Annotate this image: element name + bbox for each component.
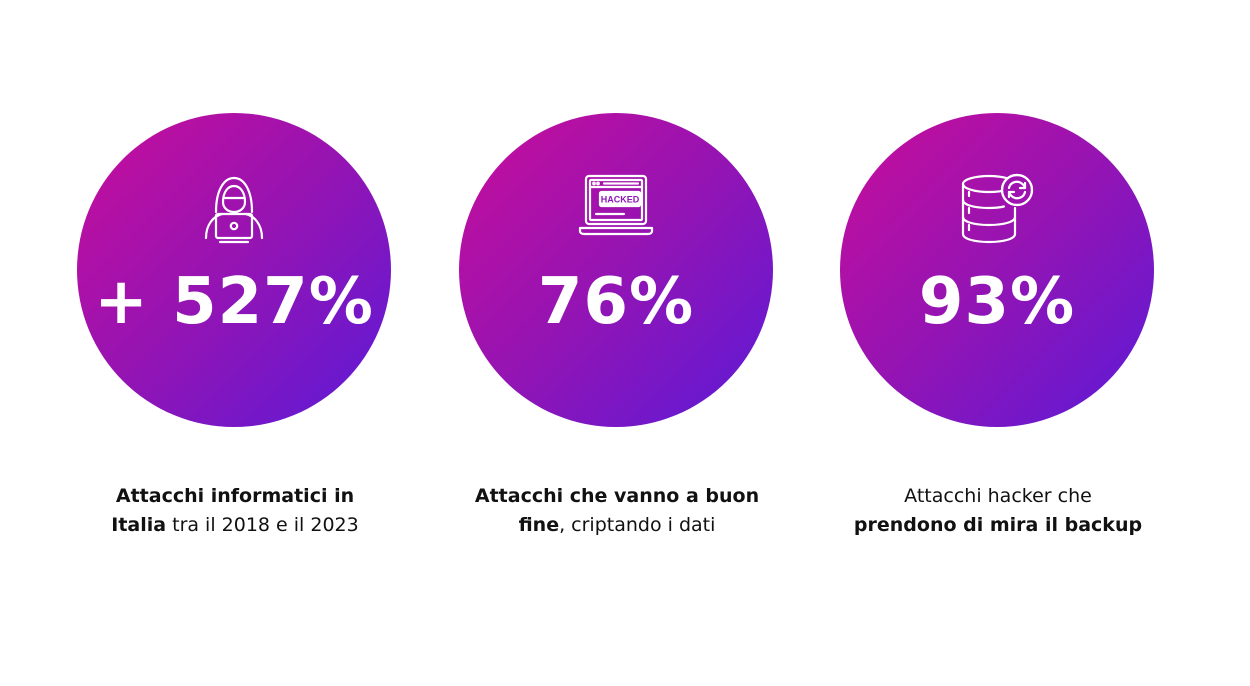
stat-caption: Attacchi che vanno a buon fine, criptand…	[427, 482, 807, 540]
caption-bold: fine	[518, 514, 560, 536]
caption-bold: Italia	[111, 514, 167, 536]
caption-bold: Attacchi che vanno a buon	[474, 485, 760, 507]
stat-circle: + 527%	[77, 113, 391, 427]
hacker-icon	[194, 168, 274, 248]
caption-line-1: Attacchi informatici in	[45, 482, 425, 511]
caption-bold: prendono di mira il backup	[853, 514, 1143, 536]
stat-card-attacks-italy: + 527% Attacchi informatici in Italia tr…	[45, 0, 425, 686]
stat-value: 76%	[537, 265, 695, 339]
caption-text: , criptando i dati	[559, 514, 716, 536]
caption-text: Attacchi hacker che	[904, 485, 1092, 507]
caption-line-1: Attacchi che vanno a buon	[427, 482, 807, 511]
database-sync-icon	[957, 168, 1037, 248]
caption-line-2: prendono di mira il backup	[808, 511, 1188, 540]
stat-circle: 93%	[840, 113, 1154, 427]
stat-circle: HACKED 76%	[459, 113, 773, 427]
caption-line-2: Italia tra il 2018 e il 2023	[45, 511, 425, 540]
hacked-laptop-icon: HACKED	[576, 168, 656, 248]
stat-value: + 527%	[94, 265, 374, 339]
caption-line-1: Attacchi hacker che	[808, 482, 1188, 511]
stat-card-successful-attacks: HACKED 76% Attacchi che vanno a buon fin…	[427, 0, 807, 686]
caption-line-2: fine, criptando i dati	[427, 511, 807, 540]
caption-bold: Attacchi informatici in	[115, 485, 355, 507]
stat-card-backup-targeted: 93% Attacchi hacker che prendono di mira…	[808, 0, 1188, 686]
hacked-label: HACKED	[601, 195, 640, 205]
stat-caption: Attacchi informatici in Italia tra il 20…	[45, 482, 425, 540]
caption-text: tra il 2018 e il 2023	[166, 514, 359, 536]
stat-caption: Attacchi hacker che prendono di mira il …	[808, 482, 1188, 540]
stat-value: 93%	[918, 265, 1076, 339]
